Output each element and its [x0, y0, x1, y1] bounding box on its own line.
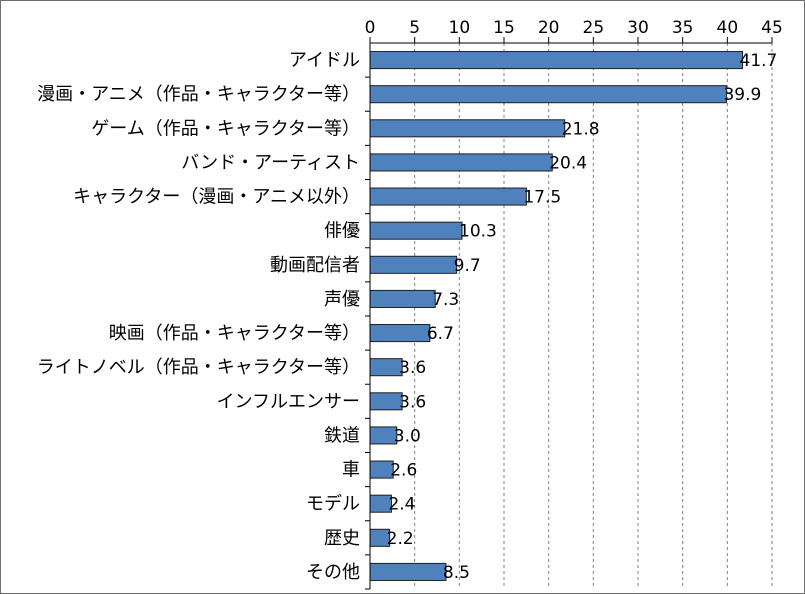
category-label: 映画（作品・キャラクター等）: [109, 323, 360, 344]
bar: [369, 324, 431, 343]
bar: [369, 85, 727, 104]
bar: [369, 255, 458, 274]
category-label: 動画配信者: [270, 255, 360, 276]
value-label: 39.9: [723, 85, 761, 105]
value-label: 7.3: [432, 290, 459, 310]
value-label: 20.4: [549, 153, 587, 173]
value-label: 2.4: [388, 495, 415, 515]
x-tick-label: 35: [672, 18, 694, 38]
category-label: キャラクター（漫画・アニメ以外）: [73, 187, 360, 208]
bar: [369, 119, 566, 138]
bar: [369, 187, 527, 206]
value-label: 2.6: [390, 461, 417, 481]
category-label: ライトノベル（作品・キャラクター等）: [37, 357, 360, 378]
x-tick-label: 15: [493, 18, 515, 38]
value-label: 3.6: [399, 358, 426, 378]
x-tick-label: 5: [409, 18, 420, 38]
category-label: モデル: [306, 494, 360, 515]
axis-layer: [365, 37, 773, 590]
value-label: 9.7: [454, 256, 481, 276]
value-label: 41.7: [740, 51, 778, 71]
category-label: 歴史: [324, 528, 360, 549]
x-tick-label: 20: [538, 18, 560, 38]
category-label: バンド・アーティスト: [181, 152, 360, 173]
category-label: 漫画・アニメ（作品・キャラクター等）: [37, 84, 360, 105]
bar-layer: [369, 51, 744, 581]
value-label: 17.5: [523, 188, 561, 208]
x-tick-label: 10: [449, 18, 471, 38]
bar: [369, 221, 463, 240]
category-label: 声優: [324, 289, 360, 310]
category-label: ゲーム（作品・キャラクター等）: [91, 118, 360, 139]
bar: [369, 51, 744, 70]
category-label: その他: [306, 562, 360, 583]
category-label: インフルエンサー: [217, 391, 360, 412]
x-tick-label: 30: [627, 18, 649, 38]
bar: [369, 392, 403, 411]
x-tick-label: 25: [583, 18, 605, 38]
category-label: アイドル: [289, 50, 360, 71]
x-tick-label: 40: [717, 18, 739, 38]
bar: [369, 358, 403, 377]
value-label: 6.7: [427, 324, 454, 344]
label-layer: 0 5 10 15 20 25 30 35 40 45 アイドル 41.7 漫画・アニメ（作品・キャラク…: [37, 18, 783, 583]
bar: [369, 289, 436, 308]
category-label: 鉄道: [324, 425, 360, 446]
bar: [369, 426, 398, 445]
category-label: 車: [342, 460, 360, 481]
bar: [369, 562, 447, 581]
x-tick-label: 45: [761, 18, 783, 38]
value-label: 21.8: [562, 119, 600, 139]
value-label: 2.2: [387, 529, 414, 549]
x-tick-label: 0: [365, 18, 376, 38]
value-label: 10.3: [459, 222, 497, 242]
category-label: 俳優: [324, 221, 360, 242]
bar: [369, 153, 553, 172]
value-label: 8.5: [443, 563, 470, 583]
value-label: 3.6: [399, 392, 426, 412]
value-label: 3.0: [394, 426, 421, 446]
